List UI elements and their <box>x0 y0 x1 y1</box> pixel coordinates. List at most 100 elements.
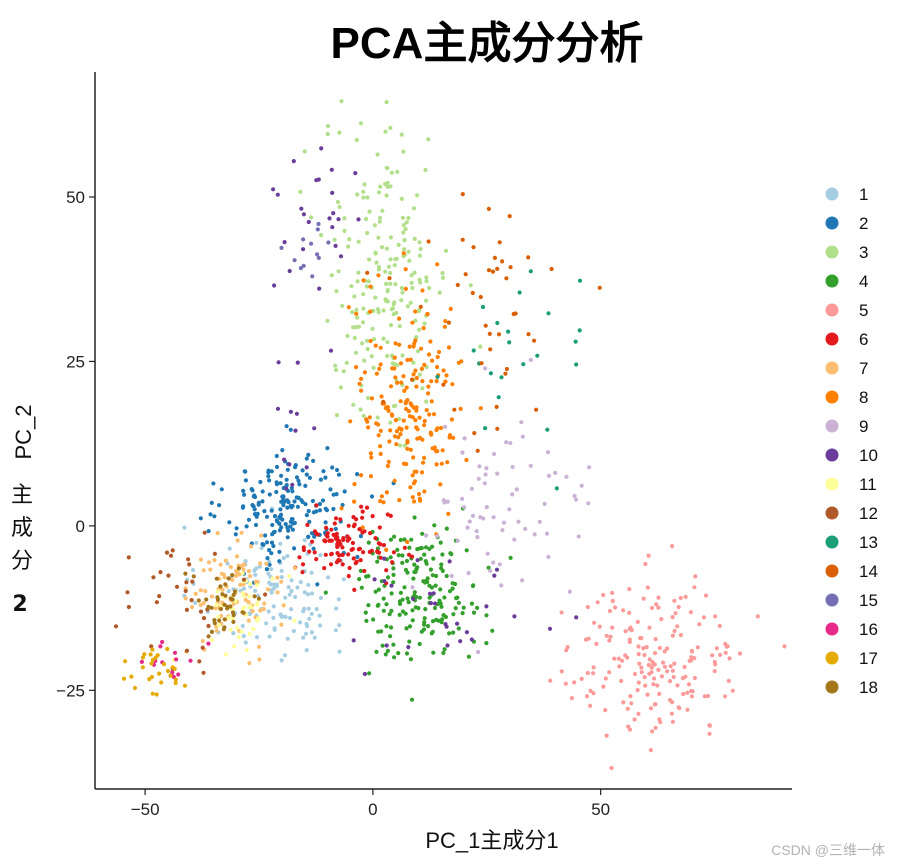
point-cluster-8 <box>376 433 381 438</box>
point-cluster-5 <box>601 684 606 689</box>
point-cluster-8 <box>405 398 410 403</box>
point-cluster-3 <box>362 358 367 363</box>
point-cluster-1 <box>303 631 309 636</box>
point-cluster-2 <box>355 554 360 560</box>
point-cluster-4 <box>413 569 418 575</box>
point-cluster-2 <box>281 503 286 508</box>
point-cluster-8 <box>412 469 417 474</box>
point-cluster-4 <box>432 605 438 611</box>
legend-marker-16 <box>825 622 839 636</box>
point-cluster-4 <box>323 590 328 595</box>
point-cluster-13 <box>577 328 582 333</box>
point-cluster-6 <box>312 529 318 534</box>
point-cluster-1 <box>279 568 284 574</box>
point-cluster-11 <box>255 618 260 623</box>
point-cluster-10 <box>329 167 334 172</box>
point-cluster-1 <box>318 553 323 558</box>
point-cluster-4 <box>373 589 378 594</box>
point-cluster-3 <box>376 190 382 195</box>
point-cluster-5 <box>588 688 593 694</box>
point-cluster-2 <box>272 514 278 519</box>
x-tick-label: 0 <box>368 800 377 819</box>
point-cluster-8 <box>359 376 364 381</box>
point-cluster-2 <box>283 522 288 527</box>
point-cluster-6 <box>312 550 317 555</box>
point-cluster-9 <box>508 440 513 446</box>
point-cluster-5 <box>610 625 615 630</box>
point-cluster-2 <box>217 503 222 508</box>
point-cluster-5 <box>671 674 676 680</box>
point-cluster-3 <box>345 333 350 338</box>
point-cluster-1 <box>298 620 303 625</box>
point-cluster-8 <box>445 460 450 465</box>
point-cluster-5 <box>591 691 596 696</box>
point-cluster-7 <box>230 577 235 583</box>
point-cluster-5 <box>641 596 646 601</box>
point-cluster-6 <box>358 558 363 563</box>
point-cluster-2 <box>267 548 272 553</box>
point-cluster-3 <box>407 258 412 263</box>
point-cluster-5 <box>655 683 660 688</box>
point-cluster-14 <box>472 431 477 436</box>
point-cluster-3 <box>394 310 399 316</box>
point-cluster-3 <box>418 280 423 285</box>
point-cluster-8 <box>392 434 398 439</box>
point-cluster-8 <box>434 449 439 454</box>
point-cluster-3 <box>413 318 418 323</box>
point-cluster-3 <box>378 184 383 189</box>
point-cluster-5 <box>686 682 692 687</box>
point-cluster-11 <box>247 605 252 610</box>
point-cluster-7 <box>215 531 220 536</box>
point-cluster-10 <box>304 465 309 470</box>
point-cluster-5 <box>643 561 648 567</box>
point-cluster-11 <box>255 602 260 607</box>
point-cluster-12 <box>189 598 194 603</box>
point-cluster-9 <box>564 474 569 479</box>
point-cluster-3 <box>362 182 367 187</box>
point-cluster-4 <box>442 595 447 600</box>
point-cluster-10 <box>484 604 489 609</box>
point-cluster-4 <box>389 608 394 614</box>
point-cluster-9 <box>491 451 497 457</box>
point-cluster-2 <box>293 465 298 470</box>
point-cluster-8 <box>374 421 379 426</box>
point-cluster-15 <box>315 252 320 257</box>
point-cluster-2 <box>285 498 290 503</box>
point-cluster-18 <box>230 573 235 578</box>
point-cluster-8 <box>408 401 413 406</box>
point-cluster-3 <box>412 270 417 275</box>
point-cluster-4 <box>420 531 425 536</box>
point-cluster-10 <box>415 558 420 563</box>
point-cluster-4 <box>423 545 429 550</box>
point-cluster-1 <box>287 615 293 621</box>
point-cluster-8 <box>384 547 389 553</box>
point-cluster-3 <box>383 269 388 274</box>
point-cluster-7 <box>233 573 239 579</box>
point-cluster-6 <box>377 525 382 530</box>
point-cluster-9 <box>467 519 472 524</box>
point-cluster-4 <box>475 605 480 611</box>
point-cluster-1 <box>283 614 288 620</box>
point-cluster-6 <box>347 536 352 541</box>
point-cluster-8 <box>424 408 429 413</box>
point-cluster-9 <box>460 496 465 501</box>
point-cluster-5 <box>727 656 732 661</box>
point-cluster-7 <box>206 560 212 565</box>
point-cluster-8 <box>438 482 443 487</box>
point-cluster-3 <box>396 242 401 247</box>
point-cluster-2 <box>246 517 252 522</box>
point-cluster-17 <box>149 661 154 666</box>
point-cluster-2 <box>320 498 326 503</box>
point-cluster-3 <box>349 284 354 289</box>
point-cluster-2 <box>290 489 295 494</box>
point-cluster-3 <box>351 402 356 407</box>
point-cluster-14 <box>426 239 431 244</box>
point-cluster-10 <box>317 286 322 291</box>
point-cluster-8 <box>446 511 451 516</box>
point-cluster-18 <box>230 597 235 602</box>
point-cluster-3 <box>319 233 324 238</box>
point-cluster-3 <box>373 250 378 255</box>
point-cluster-4 <box>410 618 415 623</box>
point-cluster-15 <box>292 258 297 263</box>
